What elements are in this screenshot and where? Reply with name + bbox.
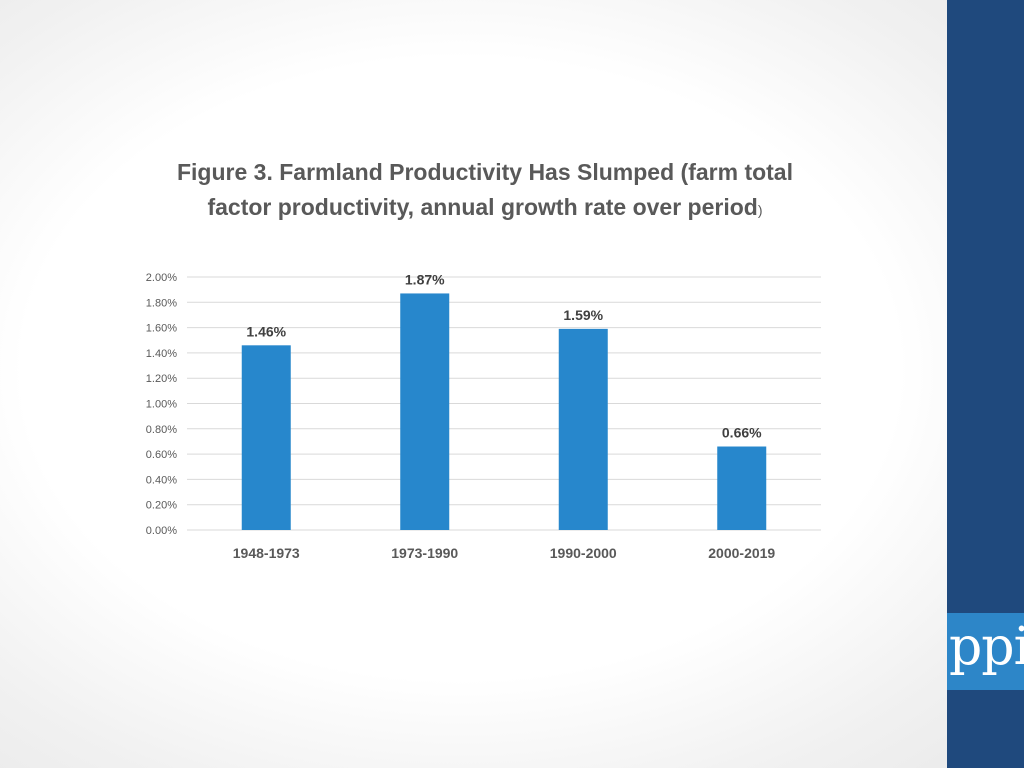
y-tick-label: 0.20%: [146, 500, 177, 512]
data-label: 1.46%: [246, 323, 286, 339]
y-tick-label: 1.40%: [146, 348, 177, 360]
y-tick-label: 1.60%: [146, 323, 177, 335]
ppi-logo-text: ppi: [949, 617, 1024, 677]
data-label: 1.59%: [563, 307, 603, 323]
y-tick-label: 0.80%: [146, 424, 177, 436]
y-tick-label: 2.00%: [146, 272, 177, 284]
data-label: 1.87%: [405, 271, 445, 287]
y-tick-label: 0.00%: [146, 525, 177, 537]
y-tick-label: 1.20%: [146, 373, 177, 385]
x-category-label: 1973-1990: [391, 545, 458, 561]
x-category-label: 1948-1973: [233, 545, 300, 561]
data-label: 0.66%: [722, 425, 762, 441]
bar: [241, 345, 291, 530]
ppi-logo: ppi: [947, 613, 1024, 690]
bar: [558, 328, 608, 530]
chart-title: Figure 3. Farmland Productivity Has Slum…: [170, 155, 800, 228]
bar: [400, 293, 450, 530]
y-tick-label: 1.80%: [146, 297, 177, 309]
x-category-label: 2000-2019: [708, 545, 775, 561]
bar: [717, 446, 767, 530]
y-tick-label: 0.60%: [146, 449, 177, 461]
y-tick-label: 0.40%: [146, 474, 177, 486]
x-category-label: 1990-2000: [550, 545, 617, 561]
chart-title-main: Figure 3. Farmland Productivity Has Slum…: [176, 159, 793, 220]
y-tick-label: 1.00%: [146, 399, 177, 411]
chart-title-paren: ): [757, 202, 763, 218]
